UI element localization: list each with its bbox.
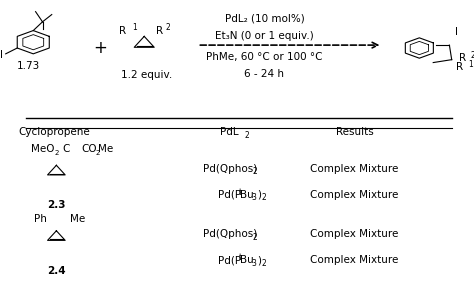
Text: 1.73: 1.73 bbox=[17, 61, 40, 71]
Text: 2: 2 bbox=[261, 194, 266, 202]
Text: 1: 1 bbox=[468, 60, 473, 68]
Text: PdL: PdL bbox=[220, 127, 239, 137]
Text: ): ) bbox=[257, 255, 261, 265]
Text: 2: 2 bbox=[253, 167, 257, 176]
Text: 1: 1 bbox=[133, 23, 137, 32]
Text: 2: 2 bbox=[261, 259, 266, 268]
Text: Pd(Qphos): Pd(Qphos) bbox=[203, 164, 257, 174]
Text: R: R bbox=[456, 62, 464, 72]
Text: 3: 3 bbox=[251, 194, 256, 202]
Text: 2.3: 2.3 bbox=[47, 200, 65, 210]
Text: Pd(P: Pd(P bbox=[218, 255, 241, 265]
Text: t: t bbox=[238, 253, 241, 262]
Text: Pd(Qphos): Pd(Qphos) bbox=[203, 229, 257, 239]
Text: MeO: MeO bbox=[30, 144, 54, 154]
Text: 2: 2 bbox=[245, 131, 250, 140]
Text: Pd(P: Pd(P bbox=[218, 190, 241, 200]
Text: R: R bbox=[459, 53, 466, 63]
Text: I: I bbox=[455, 27, 458, 37]
Text: 2: 2 bbox=[470, 51, 474, 60]
Text: Bu: Bu bbox=[240, 255, 254, 265]
Text: R: R bbox=[118, 26, 126, 36]
Text: Complex Mixture: Complex Mixture bbox=[310, 255, 399, 265]
Text: 3: 3 bbox=[251, 259, 256, 268]
Text: Me: Me bbox=[70, 214, 85, 224]
Text: 2: 2 bbox=[165, 23, 170, 32]
Text: 6 - 24 h: 6 - 24 h bbox=[245, 69, 284, 79]
Text: 1.2 equiv.: 1.2 equiv. bbox=[121, 70, 172, 80]
Text: +: + bbox=[93, 39, 107, 57]
Text: Complex Mixture: Complex Mixture bbox=[310, 229, 399, 239]
Text: 2: 2 bbox=[95, 150, 100, 156]
Text: Complex Mixture: Complex Mixture bbox=[310, 190, 399, 200]
Text: ): ) bbox=[257, 190, 261, 200]
Text: Cyclopropene: Cyclopropene bbox=[18, 127, 90, 137]
Text: 2.4: 2.4 bbox=[47, 266, 66, 276]
Text: C: C bbox=[63, 144, 70, 154]
Text: Complex Mixture: Complex Mixture bbox=[310, 164, 399, 174]
Text: Ph: Ph bbox=[34, 214, 46, 224]
Text: 2: 2 bbox=[54, 150, 58, 156]
Text: t: t bbox=[238, 188, 241, 196]
Text: PhMe, 60 °C or 100 °C: PhMe, 60 °C or 100 °C bbox=[206, 52, 323, 62]
Text: CO: CO bbox=[82, 144, 98, 154]
Text: 2: 2 bbox=[253, 233, 257, 242]
Text: Et₃N (0 or 1 equiv.): Et₃N (0 or 1 equiv.) bbox=[215, 31, 314, 41]
Text: PdL₂ (10 mol%): PdL₂ (10 mol%) bbox=[225, 14, 304, 24]
Text: Results: Results bbox=[336, 127, 374, 137]
Text: Bu: Bu bbox=[240, 190, 254, 200]
Text: Me: Me bbox=[98, 144, 113, 154]
Text: I: I bbox=[0, 50, 2, 60]
Text: R: R bbox=[156, 26, 163, 36]
